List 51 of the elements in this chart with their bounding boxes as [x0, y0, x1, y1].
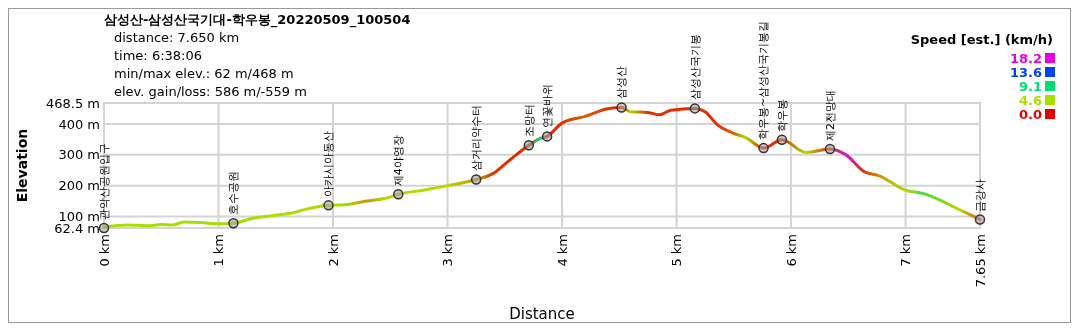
- text: min/max elev.: 62 m/468 m: [114, 66, 294, 81]
- annotation: 삼거리약수터: [470, 105, 484, 172]
- annotation: 연꽃바위: [541, 84, 554, 129]
- point: [393, 189, 404, 200]
- color-bar-label: 9.1: [1018, 78, 1042, 94]
- x-tick-label: 1 km: [211, 234, 227, 267]
- annotation: 학우봉~삼성산국기봉길: [757, 20, 771, 141]
- x-tick-label: 5 km: [669, 234, 685, 267]
- point: [541, 131, 553, 142]
- point: [470, 174, 482, 185]
- x-tick-label: 4 km: [554, 234, 570, 267]
- annotation: 금강사: [973, 178, 987, 212]
- y-tick-label: 300 m: [58, 147, 100, 163]
- annotation: 제4야영장: [392, 135, 406, 187]
- point: [323, 200, 334, 211]
- point: [689, 103, 701, 114]
- annotation: 아카시아동산: [322, 131, 336, 198]
- color-bar-title: Speed [est.] (km/h): [910, 32, 1053, 47]
- point: [758, 142, 769, 154]
- color-bar-label: 4.6: [1018, 92, 1042, 108]
- x-tick-label: 3 km: [440, 234, 456, 267]
- annotation: 조망터: [522, 104, 536, 138]
- text: time: 6:38:06: [114, 48, 202, 63]
- x-tick-label: 7 km: [898, 234, 914, 267]
- x-axis-title: Distance: [509, 305, 575, 323]
- point: [228, 217, 239, 229]
- chart-title: 삼성산-삼성산국기대-학우봉_20220509_100504: [104, 12, 411, 28]
- text: elev. gain/loss: 586 m/-559 m: [114, 84, 307, 99]
- x-tick-label: 7.65 km: [972, 234, 988, 288]
- point: [824, 143, 836, 155]
- point: [776, 134, 788, 146]
- y-tick-label: 468.5 m: [45, 95, 100, 111]
- point: [98, 222, 110, 234]
- annotation: 삼성산: [615, 66, 629, 100]
- y-tick-label: 400 m: [58, 116, 100, 132]
- x-tick-label: 0 km: [96, 234, 112, 267]
- point: [974, 214, 986, 225]
- annotation: 학우봉: [775, 98, 789, 132]
- x-tick-label: 6 km: [783, 234, 799, 267]
- color-bar-label: 13.6: [1009, 64, 1042, 80]
- y-axis-title: Elevation: [13, 128, 30, 203]
- point: [616, 102, 627, 113]
- color-bar-label: 0.0: [1018, 106, 1042, 122]
- x-tick-label: 2 km: [325, 234, 341, 267]
- annotation: 제2전망대: [823, 90, 837, 142]
- text: distance: 7.650 km: [114, 30, 240, 45]
- annotation: 호수공원: [227, 171, 241, 216]
- annotation: 삼성산국기봉: [688, 34, 702, 101]
- point: [523, 140, 535, 151]
- y-tick-label: 200 m: [58, 178, 100, 194]
- color-bar-label: 18.2: [1009, 50, 1042, 66]
